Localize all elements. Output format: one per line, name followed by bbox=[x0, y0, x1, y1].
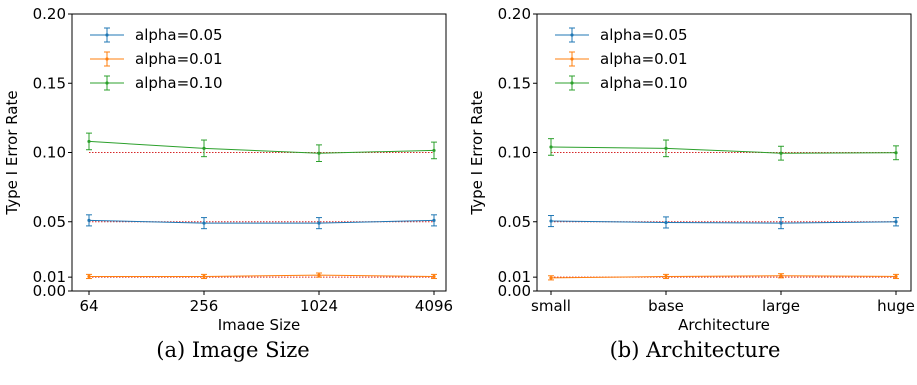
caption-image-size: (a) Image Size bbox=[156, 338, 310, 362]
data-point bbox=[664, 274, 668, 279]
x-axis-label: Architecture bbox=[678, 316, 770, 330]
legend-marker bbox=[105, 33, 109, 37]
series-line-0 bbox=[550, 220, 897, 224]
x-tick-label: 64 bbox=[79, 297, 98, 315]
y-tick-label: 0.00 bbox=[498, 282, 531, 300]
y-tick-label: 0.20 bbox=[498, 5, 531, 23]
legend-marker bbox=[570, 81, 574, 85]
y-tick-label: 0.15 bbox=[498, 74, 531, 92]
x-tick-label: 256 bbox=[190, 297, 219, 315]
legend-marker bbox=[105, 57, 109, 61]
legend-label: alpha=0.05 bbox=[135, 26, 223, 44]
data-point bbox=[317, 273, 321, 277]
chart-panel-1: 0.000.01 0.05 0.10 0.15 0.20 64 256 1024 4096 Ima… bbox=[3, 5, 453, 334]
data-point bbox=[664, 146, 668, 150]
legend-label: alpha=0.10 bbox=[135, 74, 223, 92]
x-tick-label: huge bbox=[877, 297, 915, 315]
data-point bbox=[87, 274, 91, 279]
x-axis-label: Image Size bbox=[218, 316, 301, 330]
y-axis-label: Type I Error Rate bbox=[3, 90, 21, 215]
x-tick-label: base bbox=[648, 297, 684, 315]
data-point bbox=[202, 146, 206, 150]
data-point bbox=[894, 151, 898, 155]
series-line-0 bbox=[88, 219, 435, 224]
data-point bbox=[432, 274, 436, 279]
y-tick-label: 0.01 bbox=[498, 268, 531, 286]
x-tick-label: large bbox=[762, 297, 800, 315]
y-tick-label: 0.05 bbox=[33, 213, 66, 231]
data-point bbox=[87, 218, 91, 222]
caption-architecture: (b) Architecture bbox=[609, 338, 781, 362]
data-point bbox=[894, 220, 898, 224]
y-tick-label: 0.15 bbox=[33, 74, 66, 92]
series-line-1 bbox=[89, 274, 435, 277]
y-axis-label: Type I Error Rate bbox=[468, 90, 486, 215]
data-point bbox=[549, 276, 553, 280]
chart-panel-2: 0.000.01 0.05 0.10 0.15 0.20 small base large hu… bbox=[468, 5, 915, 334]
series-line-1 bbox=[550, 275, 897, 279]
data-point bbox=[317, 151, 321, 155]
x-tick-label: small bbox=[531, 297, 571, 315]
data-point bbox=[202, 274, 206, 279]
data-point bbox=[317, 221, 321, 225]
data-point bbox=[664, 220, 668, 225]
data-point bbox=[779, 274, 783, 278]
data-point bbox=[432, 218, 436, 222]
legend-label: alpha=0.01 bbox=[135, 50, 223, 68]
y-tick-label: 0.01 bbox=[33, 268, 66, 286]
legend-marker bbox=[570, 33, 574, 37]
data-point bbox=[779, 151, 783, 155]
y-tick-label: 0.10 bbox=[33, 144, 66, 162]
x-tick-label: 1024 bbox=[300, 297, 338, 315]
y-tick-label: 0.05 bbox=[498, 213, 531, 231]
series-line-2 bbox=[88, 140, 435, 154]
x-tick-label: 4096 bbox=[415, 297, 453, 315]
data-point bbox=[779, 221, 783, 225]
data-point bbox=[432, 148, 436, 153]
data-point bbox=[894, 274, 898, 279]
data-point bbox=[549, 219, 553, 223]
y-tick-label: 0.10 bbox=[498, 144, 531, 162]
data-point bbox=[202, 221, 206, 225]
series-line-2 bbox=[550, 146, 897, 154]
legend-label: alpha=0.01 bbox=[600, 50, 688, 68]
y-tick-label: 0.20 bbox=[33, 5, 66, 23]
legend-marker bbox=[105, 81, 109, 85]
legend-label: alpha=0.10 bbox=[600, 74, 688, 92]
legend-label: alpha=0.05 bbox=[600, 26, 688, 44]
data-point bbox=[549, 145, 553, 149]
legend-marker bbox=[570, 57, 574, 61]
y-tick-label: 0.00 bbox=[33, 282, 66, 300]
data-point bbox=[87, 139, 91, 144]
